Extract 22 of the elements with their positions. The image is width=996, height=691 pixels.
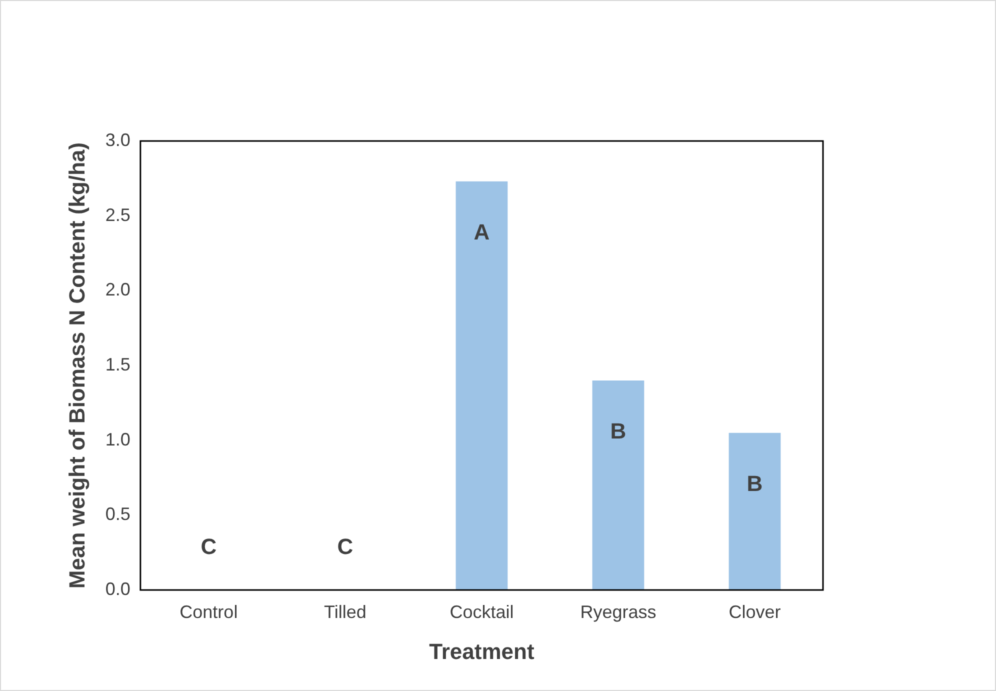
- y-tick-label: 2.0: [105, 280, 130, 300]
- y-tick-label: 0.0: [105, 578, 130, 599]
- bar: [728, 432, 781, 590]
- y-tick-label: 1.5: [105, 354, 130, 374]
- annotation: B: [610, 418, 626, 444]
- y-tick-label: 1.0: [105, 429, 130, 450]
- x-tick-label: Control: [180, 602, 238, 622]
- y-tick-label: 0.5: [105, 504, 130, 524]
- y-tick-label: 3.0: [105, 130, 130, 150]
- bar: [592, 380, 644, 590]
- y-tick-label: 2.5: [105, 204, 130, 225]
- x-axis-title: Treatment: [429, 638, 535, 664]
- x-tick-label: Tilled: [324, 602, 366, 622]
- y-axis-title: Mean weight of Biomass N Content (kg/ha): [64, 142, 90, 589]
- x-tick-label: Clover: [728, 602, 781, 622]
- annotation: A: [474, 219, 490, 244]
- annotation: B: [746, 470, 763, 496]
- bar: [456, 181, 508, 590]
- x-tick-label: Cocktail: [450, 602, 514, 622]
- x-tick-label: Ryegrass: [580, 602, 656, 622]
- annotation: C: [337, 534, 354, 560]
- annotation: C: [200, 534, 217, 560]
